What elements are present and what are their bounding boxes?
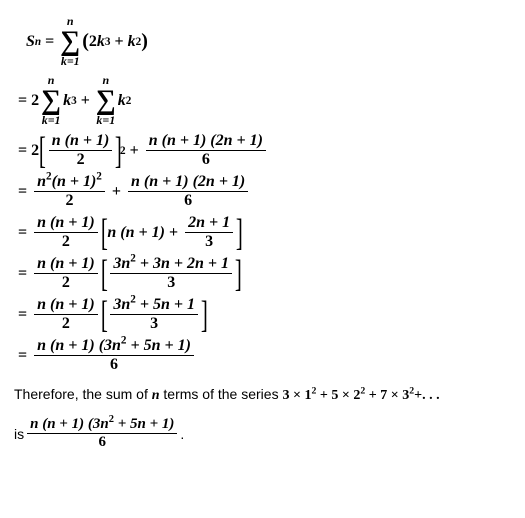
equals: = <box>18 306 27 324</box>
plus: + <box>115 33 124 51</box>
bracket-open: [ <box>101 259 108 289</box>
equals: = <box>18 142 27 160</box>
sigma-1: n ∑ k=1 <box>41 73 61 128</box>
coef: 2 <box>89 33 97 51</box>
conclusion-text-1: Therefore, the sum of n terms of the ser… <box>14 386 511 404</box>
equals: = <box>18 183 27 201</box>
equals: = <box>18 92 27 110</box>
fraction-result: n (n + 1) (3n2 + 5n + 1) 6 <box>34 337 194 374</box>
lhs-sub: n <box>35 36 41 48</box>
equation-line-3: = 2 [ n (n + 1) 2 ] 2 + n (n + 1) (2n + … <box>14 132 511 169</box>
equals: = <box>45 33 54 51</box>
equals: = <box>18 347 27 365</box>
equals: = <box>18 265 27 283</box>
conclusion-text-2: is n (n + 1) (3n2 + 5n + 1) 6 . <box>14 416 511 451</box>
bracket-close: ] <box>236 218 243 248</box>
bracket-open: [ <box>39 136 46 166</box>
bracket-close: ] <box>115 136 122 166</box>
fraction-1: n (n + 1) 2 <box>34 296 98 333</box>
fraction-1: n (n + 1) 2 <box>34 255 98 292</box>
equation-line-5: = n (n + 1) 2 [ n (n + 1) + 2n + 1 3 ] <box>14 214 511 251</box>
equation-line-2: = 2 n ∑ k=1 k3 + n ∑ k=1 k2 <box>14 73 511 128</box>
lhs-var: S <box>26 33 35 51</box>
fraction-2: n (n + 1) (2n + 1) 6 <box>146 132 266 169</box>
paren-open: ( <box>82 30 89 53</box>
equation-line-1: Sn = n ∑ k=1 ( 2k3 + k2 ) <box>14 14 511 69</box>
term: n (n + 1) <box>107 224 165 242</box>
final-fraction: n (n + 1) (3n2 + 5n + 1) 6 <box>27 416 177 451</box>
plus: + <box>112 183 121 201</box>
sigma-2: n ∑ k=1 <box>96 73 116 128</box>
paren-close: ) <box>141 30 148 53</box>
fraction-2: 3n2 + 5n + 1 3 <box>110 296 198 333</box>
coef: 2 <box>31 92 39 110</box>
fraction-1: n (n + 1) 2 <box>34 214 98 251</box>
sigma: n ∑ k=1 <box>60 14 80 69</box>
bracket-open: [ <box>101 300 108 330</box>
plus: + <box>130 142 139 160</box>
fraction-1: n (n + 1) 2 <box>49 132 113 169</box>
equation-line-6: = n (n + 1) 2 [ 3n2 + 3n + 2n + 1 3 ] <box>14 255 511 292</box>
equals: = <box>18 224 27 242</box>
fraction-2: 2n + 1 3 <box>185 214 233 251</box>
equation-line-8: = n (n + 1) (3n2 + 5n + 1) 6 <box>14 337 511 374</box>
bracket-close: ] <box>235 259 242 289</box>
fraction-2: n (n + 1) (2n + 1) 6 <box>128 173 248 210</box>
plus: + <box>169 224 178 242</box>
equation-line-7: = n (n + 1) 2 [ 3n2 + 5n + 1 3 ] <box>14 296 511 333</box>
plus: + <box>81 92 90 110</box>
var-k: k <box>63 92 71 110</box>
var-k2: k <box>118 92 126 110</box>
fraction-2: 3n2 + 3n + 2n + 1 3 <box>110 255 232 292</box>
bracket-open: [ <box>101 218 108 248</box>
fraction-1: n2(n + 1)2 2 <box>34 173 105 210</box>
series-expr: 3 × 12 + 5 × 22 + 7 × 32+. . . <box>282 388 439 403</box>
var-k: k <box>97 33 105 51</box>
var-k2: k <box>128 33 136 51</box>
bracket-close: ] <box>201 300 208 330</box>
equation-line-4: = n2(n + 1)2 2 + n (n + 1) (2n + 1) 6 <box>14 173 511 210</box>
